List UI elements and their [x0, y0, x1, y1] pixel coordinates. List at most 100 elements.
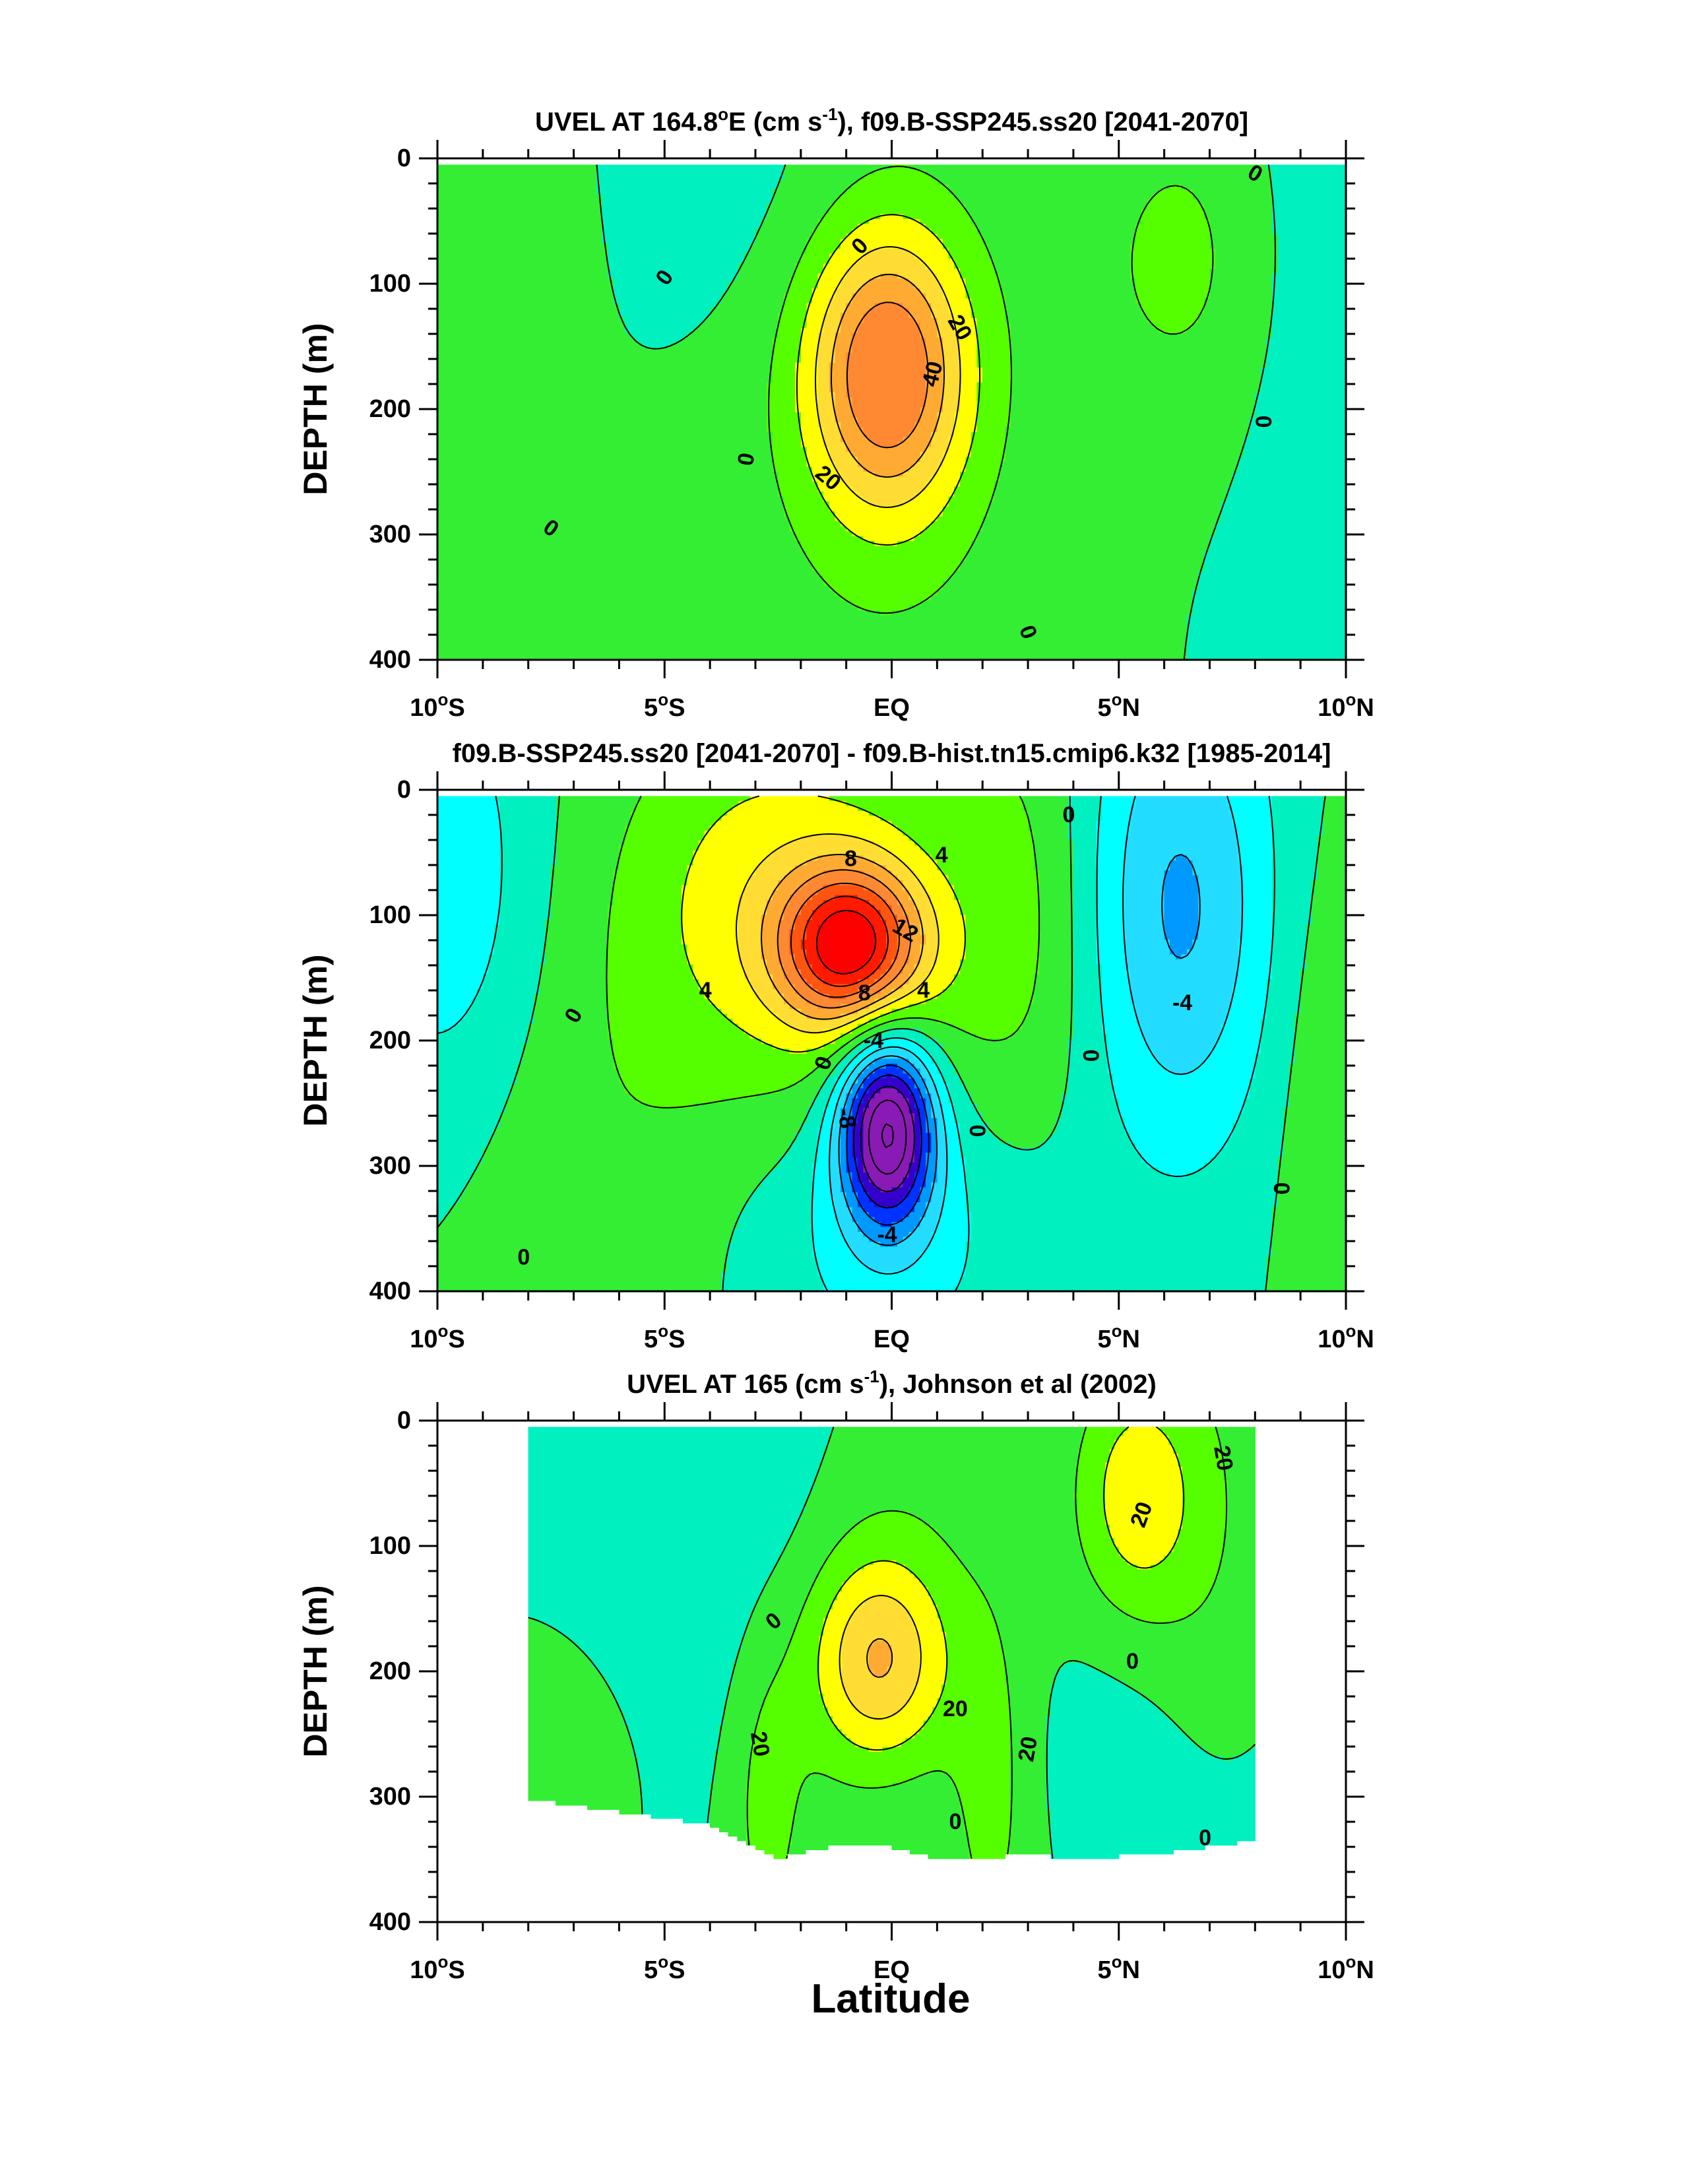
contour-cell — [1277, 239, 1284, 245]
contour-cell — [682, 189, 688, 195]
contour-cell — [625, 259, 631, 265]
contour-cell — [965, 219, 972, 225]
contour-cell — [971, 283, 978, 289]
contour-cell — [1016, 278, 1023, 284]
contour-cell — [1227, 179, 1233, 185]
contour-cell — [693, 234, 699, 240]
contour-cell — [551, 189, 558, 195]
contour-cell — [437, 214, 444, 220]
contour-cell — [874, 209, 881, 215]
contour-cell — [726, 199, 734, 205]
contour-cell — [926, 209, 932, 215]
contour-cell — [704, 259, 711, 265]
contour-cell — [545, 273, 552, 279]
contour-cell — [755, 179, 762, 185]
contour-cell — [1068, 283, 1074, 289]
contour-cell — [948, 269, 955, 274]
contour-cell — [789, 243, 796, 249]
contour-cell — [943, 234, 949, 240]
contour-cell — [466, 189, 472, 195]
contour-cell — [1056, 214, 1063, 220]
contour-cell — [1079, 224, 1085, 230]
contour-cell — [1300, 194, 1307, 200]
contour-cell — [1044, 189, 1052, 195]
contour-cell — [590, 253, 597, 259]
contour-cell — [943, 229, 949, 235]
contour-cell — [857, 219, 864, 225]
contour-cell — [556, 318, 563, 324]
contour-cell — [653, 204, 660, 210]
contour-cell — [1096, 239, 1102, 245]
contour-cell — [698, 189, 705, 195]
contour-cell — [926, 253, 932, 259]
contour-cell — [767, 259, 773, 265]
contour-cell — [1209, 293, 1216, 299]
contour-cell — [976, 308, 983, 314]
contour-cell — [1159, 204, 1165, 210]
contour-cell — [482, 239, 490, 245]
contour-cell — [670, 164, 677, 170]
contour-cell — [1062, 239, 1068, 245]
contour-cell — [488, 184, 495, 190]
contour-cell — [471, 164, 478, 170]
contour-cell — [971, 224, 978, 230]
contour-cell — [687, 263, 693, 269]
contour-cell — [1062, 184, 1068, 190]
contour-cell — [1334, 239, 1341, 245]
contour-cell — [869, 269, 876, 274]
contour-cell — [1073, 243, 1080, 249]
contour-cell — [1159, 313, 1165, 319]
contour-cell — [682, 243, 688, 249]
contour-cell — [619, 283, 625, 289]
contour-cell — [749, 269, 756, 274]
contour-cell — [852, 283, 858, 289]
contour-cell — [556, 278, 563, 284]
contour-cell — [511, 278, 518, 284]
contour-cell — [573, 234, 580, 240]
contour-cell — [1227, 259, 1233, 265]
contour-cell — [1016, 179, 1023, 185]
contour-cell — [1159, 278, 1165, 284]
contour-cell — [1085, 184, 1091, 190]
contour-cell — [744, 298, 750, 304]
contour-cell — [959, 249, 966, 255]
contour-cell — [1294, 204, 1301, 210]
contour-cell — [761, 298, 767, 304]
contour-cell — [1192, 199, 1199, 205]
contour-cell — [880, 273, 887, 279]
contour-cell — [1175, 273, 1182, 279]
contour-cell — [1323, 214, 1329, 220]
contour-cell — [1141, 219, 1148, 225]
contour-cell — [1181, 179, 1188, 185]
contour-cell — [835, 288, 841, 294]
contour-cell — [613, 259, 620, 265]
contour-cell — [749, 283, 756, 289]
contour-cell — [641, 259, 648, 265]
contour-cell — [647, 204, 654, 210]
contour-cell — [891, 199, 898, 205]
contour-cell — [1050, 170, 1057, 176]
contour-cell — [573, 278, 580, 284]
contour-cell — [767, 189, 773, 195]
contour-cell — [670, 204, 677, 210]
contour-cell — [1170, 308, 1176, 314]
contour-cell — [704, 214, 711, 220]
contour-cell — [789, 179, 796, 185]
contour-cell — [1300, 224, 1307, 230]
contour-cell — [954, 313, 961, 319]
contour-cell — [806, 199, 813, 205]
contour-cell — [494, 170, 501, 176]
contour-cell — [726, 204, 734, 210]
contour-cell — [778, 224, 784, 230]
contour-cell — [732, 313, 739, 319]
contour-cell — [1153, 303, 1159, 309]
contour-cell — [1329, 243, 1335, 249]
contour-cell — [545, 308, 552, 314]
contour-cell — [1090, 184, 1097, 190]
contour-cell — [1187, 209, 1194, 215]
contour-cell — [885, 249, 893, 255]
contour-cell — [539, 214, 546, 220]
contour-cell — [1000, 174, 1006, 180]
contour-cell — [965, 234, 972, 240]
contour-cell — [567, 313, 575, 319]
